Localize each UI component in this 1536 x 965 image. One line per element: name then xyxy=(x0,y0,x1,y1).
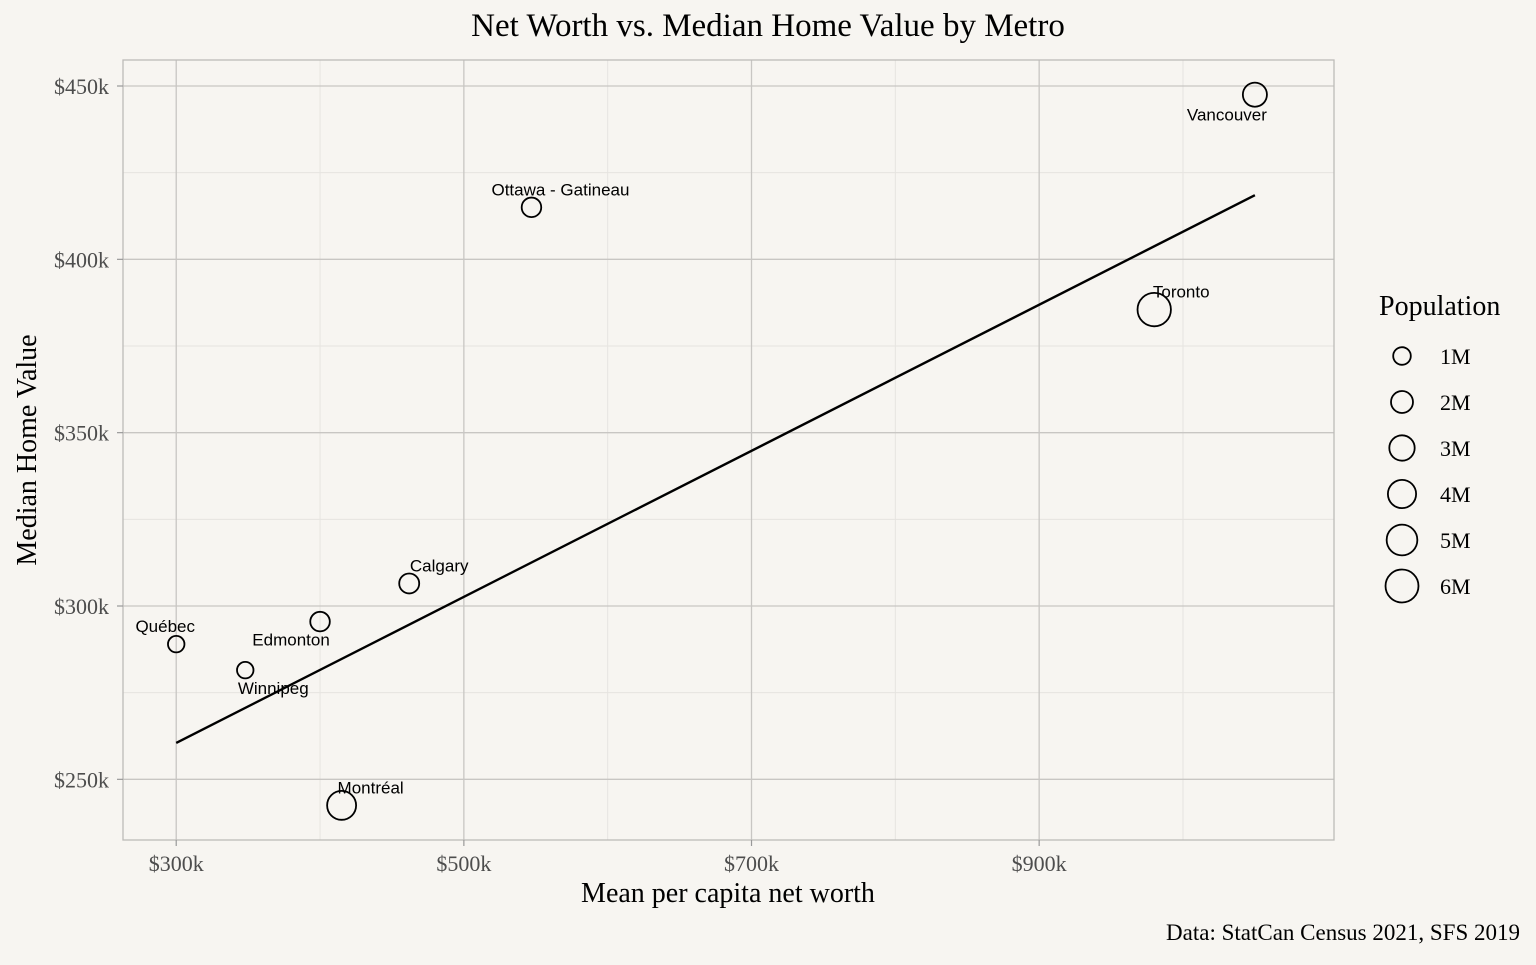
legend-key-2m xyxy=(1390,390,1414,414)
chart-caption: Data: StatCan Census 2021, SFS 2019 xyxy=(1166,920,1520,945)
point-label-edmonton: Edmonton xyxy=(252,631,330,650)
legend-key-3m xyxy=(1388,434,1416,462)
trend-line xyxy=(175,194,1256,745)
legend-label-1m: 1M xyxy=(1440,344,1471,369)
legend-label-2m: 2M xyxy=(1440,390,1471,415)
legend-label-5m: 5M xyxy=(1440,528,1471,553)
legend-key-1m xyxy=(1392,346,1412,366)
axis-layer: $300k $500k $700k $900k $250k $300k $350k $400k… xyxy=(54,59,1335,876)
point-ottawa-gatineau xyxy=(520,196,543,219)
y-axis-title: Median Home Value xyxy=(12,334,43,565)
point-winnipeg xyxy=(236,660,255,680)
point-calgary xyxy=(398,572,421,595)
x-axis-title: Mean per capita net worth xyxy=(581,878,875,909)
x-tick-label: $500k xyxy=(436,851,491,876)
point-label-toronto: Toronto xyxy=(1153,283,1210,302)
point-label-ottawa-gatineau: Ottawa - Gatineau xyxy=(491,180,629,199)
legend-title: Population xyxy=(1379,291,1500,322)
panel-border xyxy=(122,59,1335,841)
point-label-montreal: Montréal xyxy=(338,778,404,797)
point-label-quebec: Québec xyxy=(135,617,195,636)
grid-layer xyxy=(123,60,1334,840)
x-tick-label: $300k xyxy=(149,851,204,876)
point-label-calgary: Calgary xyxy=(410,556,469,575)
point-vancouver xyxy=(1241,81,1268,108)
y-tick-label: $450k xyxy=(54,74,109,99)
chart-title: Net Worth vs. Median Home Value by Metro xyxy=(471,8,1065,44)
legend-layer: Population 1M 2M 3M 4M 5M 6M xyxy=(1379,291,1500,604)
point-quebec xyxy=(167,634,186,654)
y-tick-label: $350k xyxy=(54,421,109,446)
legend-key-6m xyxy=(1384,568,1420,604)
legend-label-6m: 6M xyxy=(1440,574,1471,599)
trend-layer xyxy=(175,194,1256,745)
point-montreal xyxy=(326,789,358,821)
points-layer xyxy=(167,81,1268,821)
point-toronto xyxy=(1136,292,1172,328)
point-edmonton xyxy=(309,610,331,633)
point-label-winnipeg: Winnipeg xyxy=(238,679,309,698)
labels-layer: Vancouver Ottawa - Gatineau Toronto Calgary… xyxy=(135,106,1267,798)
point-label-vancouver: Vancouver xyxy=(1187,106,1267,125)
x-tick-label: $700k xyxy=(724,851,779,876)
legend-key-4m xyxy=(1387,478,1418,509)
y-tick-label: $300k xyxy=(54,594,109,619)
legend-label-4m: 4M xyxy=(1440,482,1471,507)
y-tick-label: $400k xyxy=(54,247,109,272)
y-tick-label: $250k xyxy=(54,767,109,792)
legend-label-3m: 3M xyxy=(1440,436,1471,461)
legend-key-5m xyxy=(1385,523,1419,557)
x-tick-label: $900k xyxy=(1012,851,1067,876)
